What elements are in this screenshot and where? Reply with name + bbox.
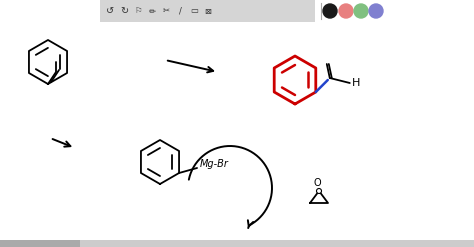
Text: O: O bbox=[313, 178, 321, 188]
Text: ✏: ✏ bbox=[148, 6, 155, 16]
Text: ⊠: ⊠ bbox=[204, 6, 211, 16]
FancyBboxPatch shape bbox=[0, 240, 474, 247]
Circle shape bbox=[323, 4, 337, 18]
Circle shape bbox=[317, 188, 321, 193]
Text: ✂: ✂ bbox=[163, 6, 170, 16]
FancyBboxPatch shape bbox=[0, 240, 80, 247]
Circle shape bbox=[369, 4, 383, 18]
Text: ↻: ↻ bbox=[120, 6, 128, 16]
Text: ⚐: ⚐ bbox=[134, 6, 142, 16]
FancyBboxPatch shape bbox=[100, 0, 315, 22]
Text: H: H bbox=[352, 78, 360, 88]
Text: /: / bbox=[179, 6, 182, 16]
Text: Mg-Br: Mg-Br bbox=[200, 159, 229, 169]
Text: ▭: ▭ bbox=[190, 6, 198, 16]
Circle shape bbox=[339, 4, 353, 18]
Text: ↺: ↺ bbox=[106, 6, 114, 16]
Circle shape bbox=[354, 4, 368, 18]
